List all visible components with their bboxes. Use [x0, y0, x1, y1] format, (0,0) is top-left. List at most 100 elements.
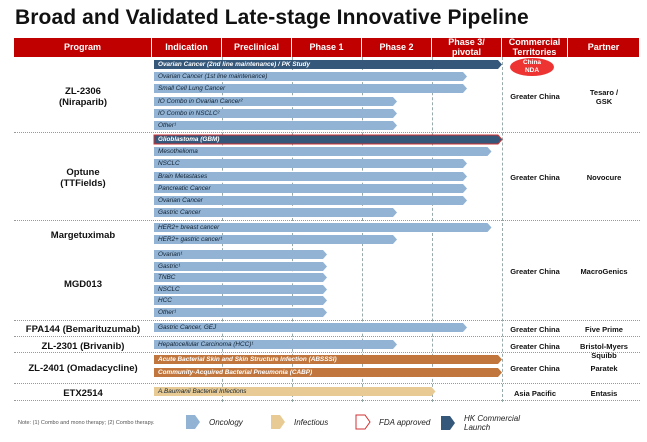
- progress-arrow: [154, 171, 467, 181]
- progress-arrow: [154, 284, 327, 294]
- indication-bar: Ovarian Cancer (1st line maintenance): [154, 72, 467, 82]
- indication-bar: Ovarian Cancer (2nd line maintenance) / …: [154, 60, 502, 69]
- column-header-phase-1: Phase 1: [292, 38, 362, 57]
- indication-label: TNBC: [158, 274, 176, 282]
- progress-arrow: [154, 323, 467, 332]
- indication-label: IO Combo in NSCLC²: [158, 109, 220, 117]
- indication-bar: TNBC: [154, 273, 327, 283]
- indication-label: Gastric Cancer, GEJ: [158, 324, 217, 331]
- indication-bar: Mesothelioma: [154, 147, 492, 157]
- program-name: ZL-2301 (Brivanib): [41, 340, 125, 352]
- column-header-partner: Partner: [568, 38, 640, 57]
- progress-arrow: [154, 273, 327, 283]
- column-header-program: Program: [14, 38, 152, 57]
- indication-bar: Gastric Cancer: [154, 208, 397, 218]
- progress-arrow: [154, 121, 397, 130]
- program-name: ZL-2306 (Niraparib): [58, 85, 108, 108]
- indication-label: Ovarian Cancer (2nd line maintenance) / …: [158, 61, 310, 68]
- program-name: ZL-2401 (Omadacycline): [28, 362, 138, 374]
- indication-label: Ovarian Cancer (1st line maintenance): [158, 73, 268, 81]
- indication-label: A.Baumanii Bacterial Infections: [158, 388, 247, 395]
- program-name: ETX2514: [63, 387, 103, 399]
- commercial-territory: Greater China: [510, 173, 560, 183]
- column-header-indication: Indication: [152, 38, 222, 57]
- indication-bar: A.Baumanii Bacterial Infections: [154, 387, 436, 396]
- partner: Bristol-Myers Squibb: [580, 341, 628, 360]
- indication-label: Other¹: [158, 309, 177, 316]
- partner: Paratek: [590, 363, 618, 373]
- legend-label: HK Commercial Launch: [464, 414, 521, 432]
- commercial-territory: Asia Pacific: [513, 388, 557, 398]
- legend-item-fda: FDA approved: [355, 414, 430, 430]
- progress-arrow: [154, 183, 467, 193]
- progress-arrow: [154, 108, 397, 118]
- row-separator: [14, 132, 640, 133]
- legend-label: Infectious: [294, 417, 329, 427]
- indication-label: Gastric Cancer: [158, 209, 201, 217]
- commercial-territory: Greater China: [510, 92, 560, 102]
- column-header-phase-2: Phase 2: [362, 38, 432, 57]
- indication-label: Acute Bacterial Skin and Skin Structure …: [158, 356, 337, 363]
- indication-bar: Other¹: [154, 121, 397, 130]
- indication-bar: Gastric¹: [154, 261, 327, 271]
- partner: MacroGenics: [580, 267, 628, 276]
- indication-bar: Glioblastoma (GBM): [153, 134, 503, 145]
- legend-item-oncology: Oncology: [185, 414, 243, 430]
- indication-bar: IO Combo in NSCLC²: [154, 108, 397, 118]
- indication-bar: Other¹: [154, 308, 327, 317]
- progress-arrow: [153, 134, 503, 145]
- indication-bar: Ovarian¹: [154, 250, 327, 259]
- progress-arrow: [154, 96, 397, 106]
- indication-label: Ovarian¹: [158, 251, 183, 258]
- indication-bar: NSCLC: [154, 284, 327, 294]
- program-name: MGD013: [63, 279, 102, 291]
- progress-arrow: [154, 159, 467, 169]
- indication-bar: Ovarian Cancer: [154, 196, 467, 205]
- progress-arrow: [154, 340, 397, 349]
- indication-label: NSCLC: [158, 285, 180, 293]
- progress-arrow: [154, 355, 502, 364]
- progress-arrow: [154, 84, 467, 94]
- indication-label: Other¹: [158, 122, 177, 129]
- indication-label: HER2+ breast cancer: [158, 224, 220, 231]
- footnote: Note: (1) Combo and mono therapy; (2) Co…: [18, 420, 155, 426]
- progress-arrow: [154, 296, 327, 306]
- indication-bar: HER2+ gastric cancer¹: [154, 235, 397, 245]
- indication-bar: HCC: [154, 296, 327, 306]
- row-separator: [14, 400, 640, 401]
- legend-swatch-icon: [355, 414, 371, 430]
- progress-arrow: [154, 223, 492, 232]
- progress-arrow: [154, 147, 492, 157]
- indication-bar: NSCLC: [154, 159, 467, 169]
- progress-arrow: [154, 368, 502, 377]
- indication-label: HER2+ gastric cancer¹: [158, 236, 223, 244]
- indication-bar: Brain Metastases: [154, 171, 467, 181]
- program-name: Margetuximab: [50, 229, 116, 241]
- progress-arrow: [154, 308, 327, 317]
- legend-label: FDA approved: [379, 417, 431, 427]
- indication-label: NSCLC: [158, 160, 180, 168]
- commercial-territory: Greater China: [510, 324, 560, 334]
- legend-item-infectious: Infectious: [270, 414, 328, 430]
- progress-arrow: [154, 208, 397, 218]
- indication-label: Pancreatic Cancer: [158, 184, 211, 192]
- legend-item-hk-launch: HK Commercial Launch: [440, 414, 520, 432]
- program-name: FPA144 (Bemarituzumab): [25, 323, 141, 335]
- partner: Five Prime: [585, 324, 623, 334]
- legend-swatch-icon: [271, 415, 285, 429]
- indication-label: Gastric¹: [158, 262, 181, 270]
- china-nda-badge: China NDA: [510, 58, 554, 76]
- indication-bar: IO Combo in Ovarian Cancer²: [154, 96, 397, 106]
- indication-label: Mesothelioma: [158, 148, 198, 156]
- indication-bar: Pancreatic Cancer: [154, 183, 467, 193]
- column-header-preclinical: Preclinical: [222, 38, 292, 57]
- partner: Novocure: [586, 173, 622, 183]
- indication-bar: Acute Bacterial Skin and Skin Structure …: [154, 355, 502, 364]
- legend-label: Oncology: [209, 417, 243, 427]
- progress-arrow: [154, 250, 327, 259]
- progress-arrow: [154, 235, 397, 245]
- row-separator: [14, 383, 640, 384]
- indication-bar: Hepatocellular Carcinoma (HCC)¹: [154, 340, 397, 349]
- page-title: Broad and Validated Late-stage Innovativ…: [15, 6, 529, 29]
- row-separator: [14, 220, 640, 221]
